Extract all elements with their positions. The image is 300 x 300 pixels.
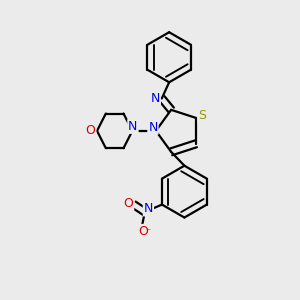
Text: N: N — [148, 121, 158, 134]
Text: N: N — [144, 202, 153, 215]
Text: ⁻: ⁻ — [146, 227, 151, 238]
Text: N: N — [151, 92, 160, 105]
Text: O: O — [85, 124, 95, 137]
Text: N: N — [128, 120, 138, 133]
Text: O: O — [139, 225, 148, 238]
Text: O: O — [124, 196, 133, 210]
Text: S: S — [198, 109, 206, 122]
